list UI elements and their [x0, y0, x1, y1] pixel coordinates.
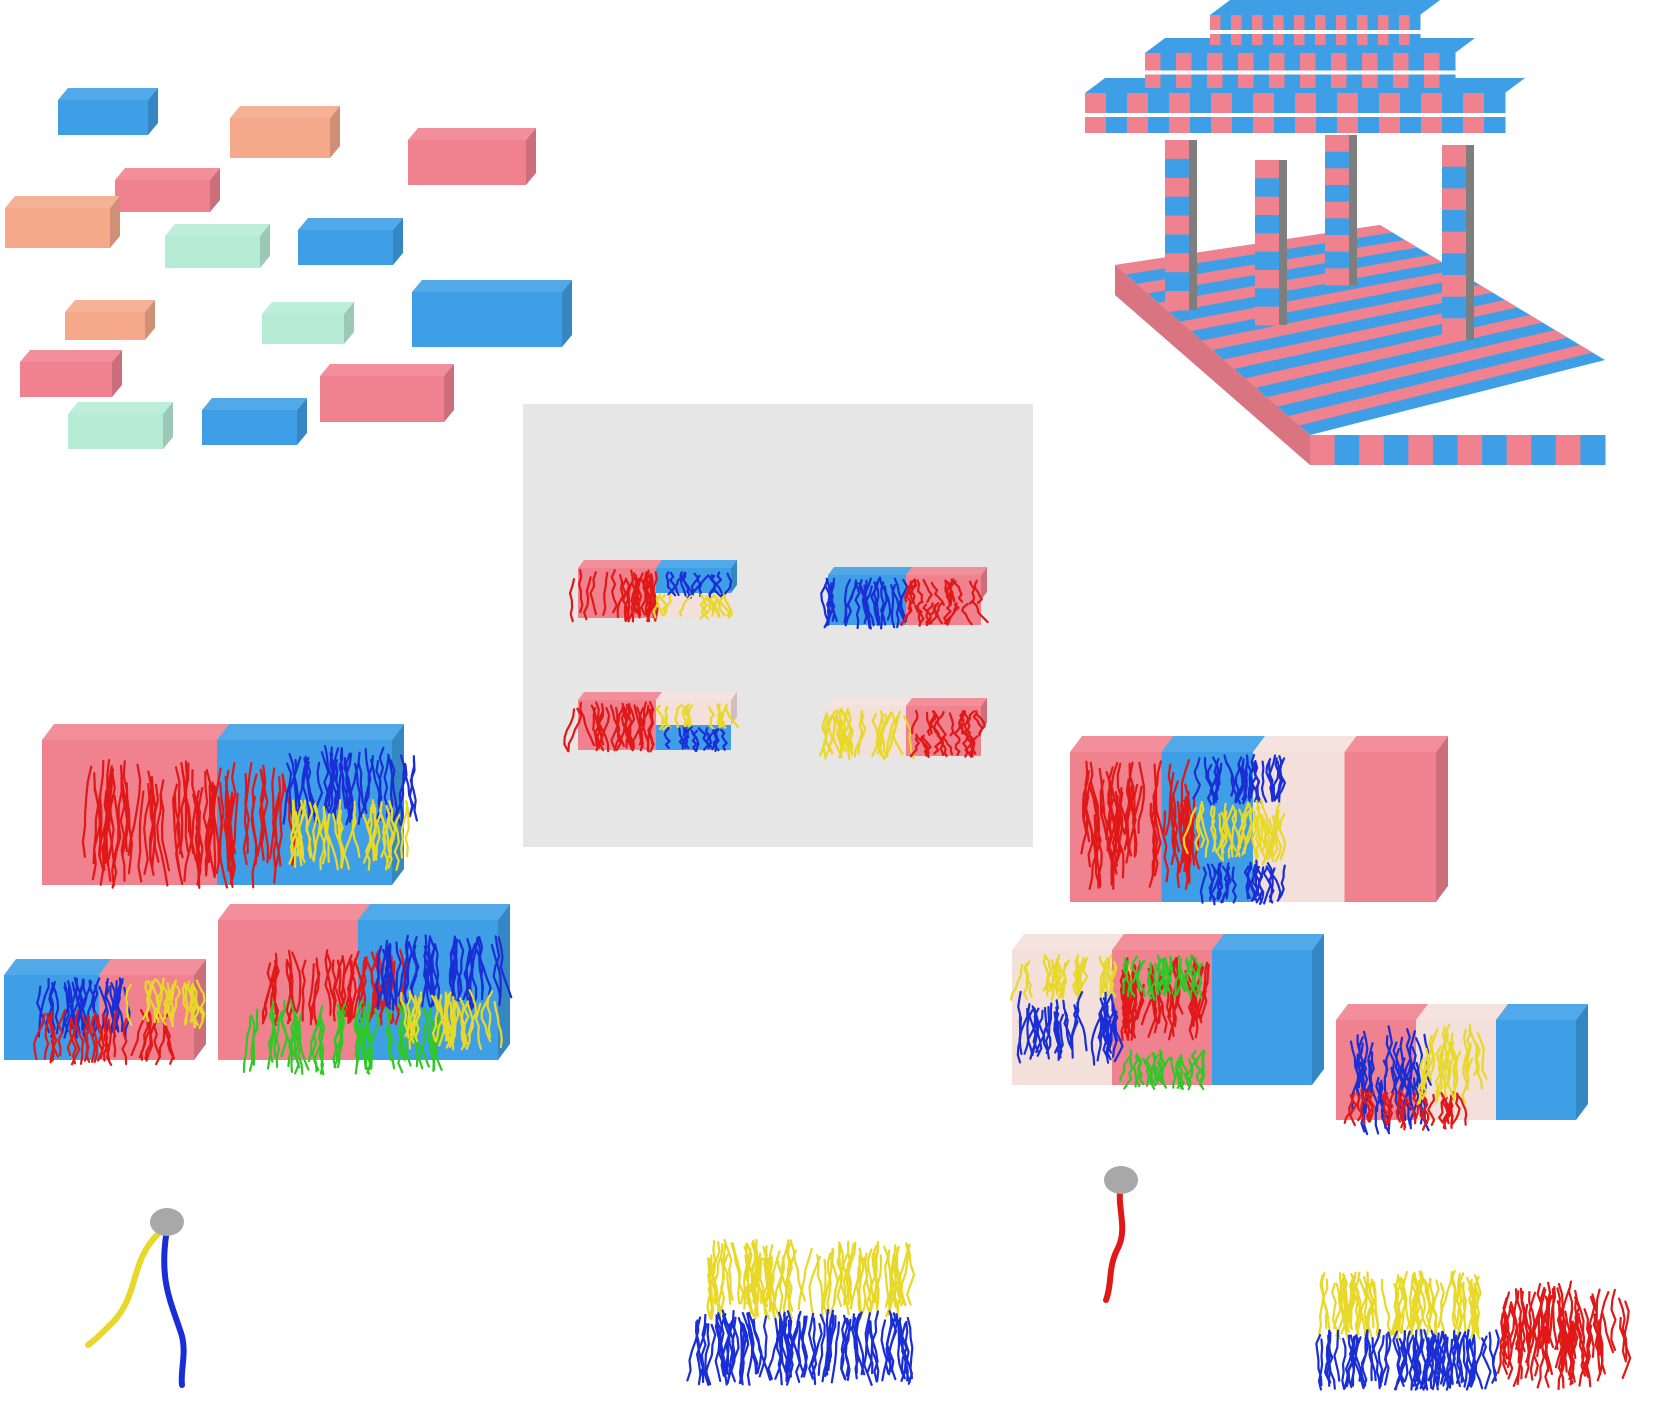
- center-prism-4-chains-a: [818, 707, 915, 761]
- building-block-10: [262, 302, 354, 344]
- brush-triblock: [1315, 1269, 1632, 1391]
- center-prism-3-chains-a: [563, 701, 655, 753]
- left-prism-small-chains-3: [125, 977, 206, 1029]
- right-prism-middle-segment-3: [1212, 934, 1324, 1085]
- building-blocks-group: [5, 88, 572, 449]
- center-prism-1: [568, 560, 737, 623]
- building-block-14: [202, 398, 307, 445]
- brush-triblock-yellow: [1317, 1269, 1482, 1341]
- building-block-6: [165, 224, 270, 268]
- pillar-3: [1325, 135, 1357, 286]
- right-prism-bottom-chains-2: [1343, 1088, 1468, 1131]
- center-prism-2-chains-a: [820, 576, 909, 630]
- center-prism-4-chains-b: [910, 709, 986, 737]
- building-block-1: [58, 88, 158, 135]
- building-block-4: [115, 168, 220, 212]
- molecule-single-chain: [1103, 1166, 1138, 1303]
- brush-bilayer-blue: [686, 1308, 914, 1386]
- building-block-12: [320, 364, 454, 422]
- building-block-5: [5, 196, 120, 248]
- molecule-group: [85, 1166, 1632, 1391]
- building-block-8: [412, 280, 572, 347]
- right-prism-top-segment-4: [1344, 736, 1448, 902]
- right-prism-bottom-segment-3: [1496, 1004, 1588, 1120]
- molecule-diblock: [85, 1208, 187, 1388]
- left-prism-top: [42, 724, 419, 889]
- pillar-2: [1255, 160, 1287, 326]
- right-prism-bottom-chains-3: [1416, 1023, 1488, 1106]
- right-prism-top: [1070, 736, 1448, 906]
- right-prism-group: [1009, 736, 1588, 1136]
- center-prism-3: [563, 692, 740, 753]
- center-prism-4: [818, 698, 987, 761]
- upper-plate-2: [1145, 38, 1475, 88]
- center-prism-3-chains-c: [663, 726, 728, 753]
- left-prism-top-chains-2: [282, 745, 419, 826]
- right-prism-middle-chains-5: [1118, 1049, 1206, 1091]
- center-prism-2-chains-c: [899, 600, 989, 627]
- center-panel-background: [523, 404, 1033, 847]
- left-prism-top-chains-1: [81, 759, 297, 889]
- right-prism-bottom: [1336, 1004, 1588, 1136]
- building-block-2: [230, 106, 340, 158]
- assembled-structure: [1085, 0, 1606, 465]
- center-prism-2-chains-b: [903, 578, 983, 606]
- right-prism-top-chains-3: [1182, 799, 1287, 866]
- center-prism-4-chains-c: [909, 732, 979, 758]
- center-prism-1-chains-a: [568, 568, 660, 623]
- right-prism-middle-chains-4: [1122, 954, 1204, 1001]
- right-prism-middle-chains-2: [1016, 990, 1124, 1066]
- building-block-3: [408, 128, 536, 185]
- building-block-9: [65, 300, 155, 340]
- brush-bilayer: [686, 1238, 916, 1386]
- center-panel-prisms: [563, 560, 989, 761]
- left-prism-large: [218, 904, 513, 1076]
- center-prism-2: [820, 567, 989, 630]
- building-block-13: [68, 402, 173, 449]
- brush-bilayer-yellow: [706, 1238, 916, 1321]
- left-prism-small: [4, 959, 206, 1066]
- left-prism-small-chains-1: [36, 977, 131, 1039]
- pillar-1: [1165, 140, 1197, 311]
- brush-triblock-blue: [1315, 1328, 1500, 1391]
- left-prism-group: [4, 724, 513, 1076]
- base-plate: [1115, 225, 1606, 465]
- center-prism-1-chains-c: [652, 593, 734, 620]
- left-prism-top-chains-3: [288, 798, 410, 871]
- right-prism-middle: [1009, 934, 1324, 1091]
- center-prism-1-chains-b: [665, 571, 733, 599]
- right-prism-top-chains-4: [1199, 859, 1286, 906]
- left-prism-large-chains-4: [400, 989, 503, 1051]
- left-prism-large-chains-2: [242, 999, 443, 1076]
- right-prism-middle-chains-1: [1009, 954, 1132, 1001]
- building-block-11: [20, 350, 122, 397]
- building-block-7: [298, 218, 403, 265]
- upper-plate-3: [1210, 0, 1440, 45]
- brush-triblock-red: [1496, 1280, 1632, 1391]
- pillar-4: [1442, 145, 1474, 341]
- center-prism-3-chains-b: [655, 703, 740, 731]
- right-prism-top-chains-2: [1192, 753, 1287, 806]
- left-prism-small-chains-2: [33, 1008, 176, 1066]
